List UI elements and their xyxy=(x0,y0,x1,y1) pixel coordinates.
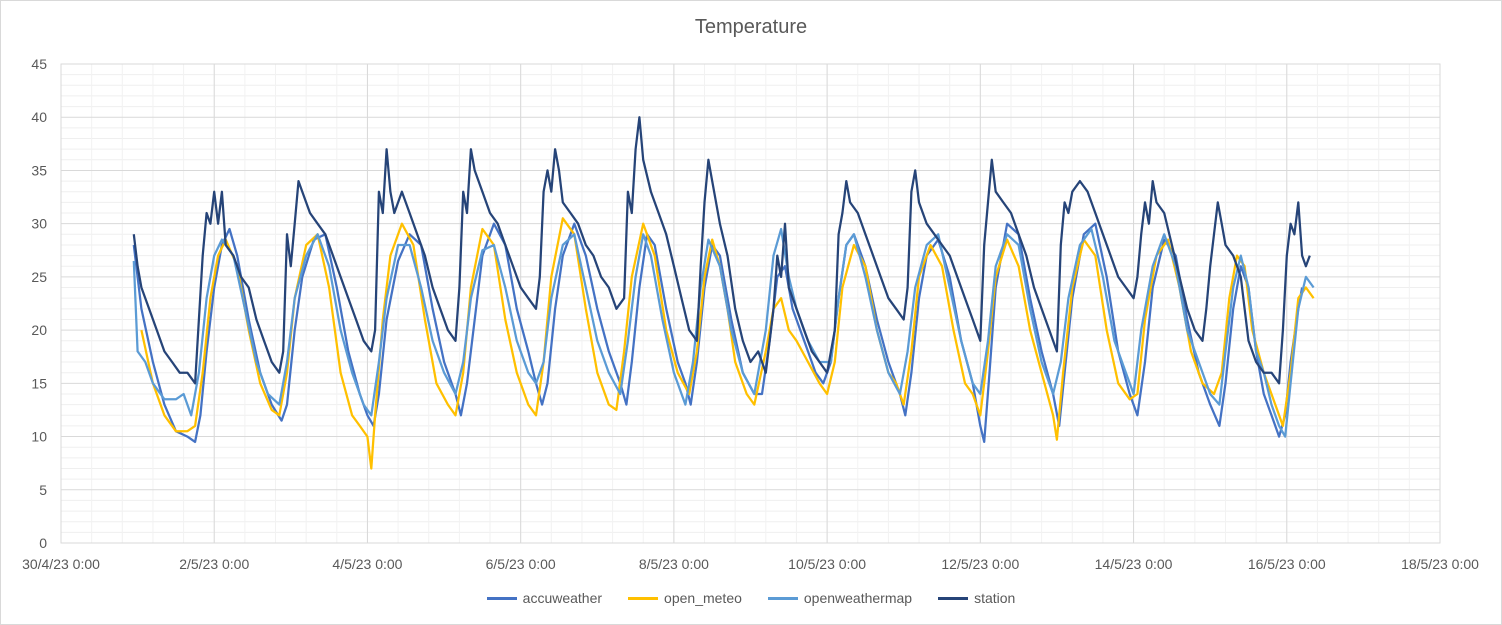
gridlines xyxy=(60,63,1441,544)
plot-area-border xyxy=(60,63,1441,544)
tick-labels: 0 5 10 15 20 25 30 35 40 45 30/4/23 0:00 2/5/23 0:0… xyxy=(22,56,1479,572)
legend-swatch xyxy=(767,596,798,600)
y-tick-label: 5 xyxy=(39,482,47,498)
x-tick-label: 6/5/23 0:00 xyxy=(486,556,556,572)
legend-item-open_meteo: open_meteo xyxy=(628,590,742,606)
legend-item-openweathermap: openweathermap xyxy=(767,590,913,606)
legend-swatch xyxy=(486,596,517,600)
y-tick-label: 35 xyxy=(31,162,47,178)
x-tick-label: 14/5/23 0:00 xyxy=(1095,556,1173,572)
x-tick-label: 16/5/23 0:00 xyxy=(1248,556,1326,572)
chart-title: Temperature xyxy=(694,16,808,38)
legend: accuweather open_meteo openweathermap stati… xyxy=(0,590,1502,606)
legend-label: station xyxy=(974,590,1016,606)
axes xyxy=(60,63,1441,544)
y-tick-label: 45 xyxy=(31,56,47,72)
x-tick-label: 4/5/23 0:00 xyxy=(332,556,402,572)
legend-swatch xyxy=(938,596,969,600)
x-tick-label: 30/4/23 0:00 xyxy=(22,556,100,572)
legend-label: accuweather xyxy=(522,590,603,606)
x-tick-label: 12/5/23 0:00 xyxy=(941,556,1019,572)
x-tick-label: 10/5/23 0:00 xyxy=(788,556,866,572)
series-line-open_meteo xyxy=(140,217,1315,470)
series-lines xyxy=(132,116,1315,470)
y-tick-label: 40 xyxy=(31,109,47,125)
y-tick-label: 30 xyxy=(31,216,47,232)
series-line-station xyxy=(132,116,1311,385)
y-tick-label: 10 xyxy=(31,429,47,445)
y-tick-label: 0 xyxy=(39,535,47,551)
series-line-openweathermap xyxy=(132,227,1315,438)
x-tick-label: 18/5/23 0:00 xyxy=(1401,556,1479,572)
legend-item-station: station xyxy=(938,590,1015,606)
legend-swatch xyxy=(628,596,659,600)
legend-label: open_meteo xyxy=(664,590,742,606)
y-tick-label: 15 xyxy=(31,375,47,391)
x-tick-label: 2/5/23 0:00 xyxy=(179,556,249,572)
y-tick-label: 25 xyxy=(31,269,47,285)
legend-item-accuweather: accuweather xyxy=(486,590,603,606)
y-tick-label: 20 xyxy=(31,322,47,338)
legend-label: openweathermap xyxy=(803,590,913,606)
x-tick-label: 8/5/23 0:00 xyxy=(639,556,709,572)
